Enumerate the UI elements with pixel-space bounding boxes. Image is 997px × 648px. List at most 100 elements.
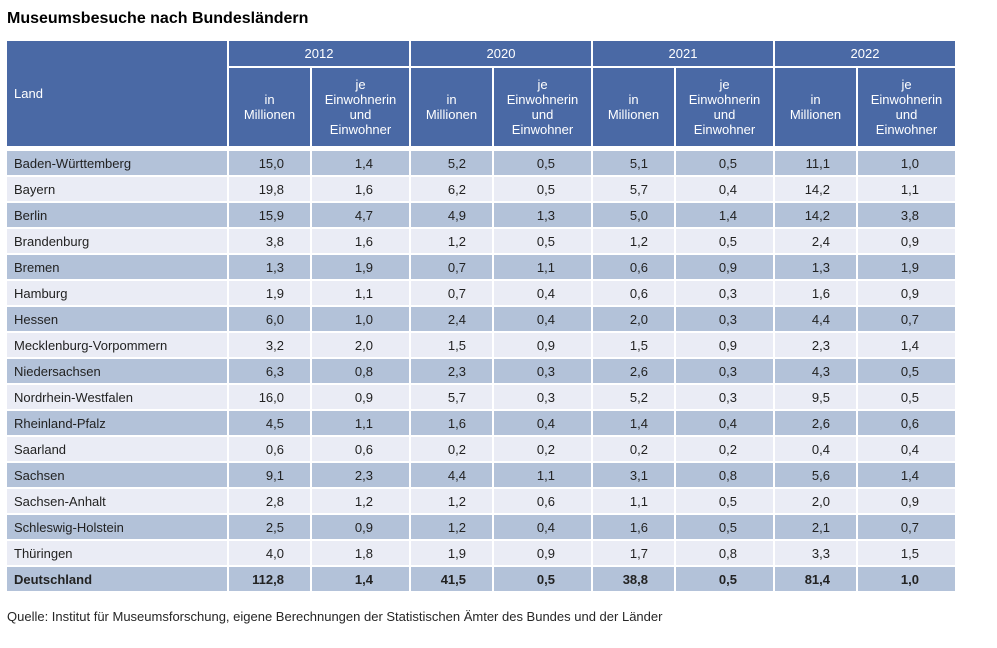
value-cell: 1,9 xyxy=(858,255,955,279)
table-row: Sachsen-Anhalt 2,8 1,2 1,2 0,6 1,1 0,5 2… xyxy=(7,489,955,513)
value-cell: 4,7 xyxy=(312,203,409,227)
table-row: Saarland 0,6 0,6 0,2 0,2 0,2 0,2 0,4 0,4 xyxy=(7,437,955,461)
year-header: 2022 xyxy=(775,41,955,66)
value-cell: 0,6 xyxy=(593,255,674,279)
table-row: Thüringen 4,0 1,8 1,9 0,9 1,7 0,8 3,3 1,… xyxy=(7,541,955,565)
value-cell: 2,4 xyxy=(775,229,856,253)
value-cell: 0,4 xyxy=(858,437,955,461)
year-header: 2020 xyxy=(411,41,591,66)
value-cell: 2,3 xyxy=(775,333,856,357)
table-row: Hessen 6,0 1,0 2,4 0,4 2,0 0,3 4,4 0,7 xyxy=(7,307,955,331)
value-cell: 41,5 xyxy=(411,567,492,591)
value-cell: 1,0 xyxy=(858,148,955,175)
value-cell: 0,4 xyxy=(494,281,591,305)
value-cell: 0,6 xyxy=(858,411,955,435)
value-cell: 0,5 xyxy=(858,359,955,383)
value-cell: 1,3 xyxy=(229,255,310,279)
land-cell: Berlin xyxy=(7,203,227,227)
unit-header-millions: in Millionen xyxy=(411,68,492,146)
value-cell: 1,2 xyxy=(411,229,492,253)
value-cell: 0,9 xyxy=(312,385,409,409)
value-cell: 1,6 xyxy=(312,177,409,201)
value-cell: 1,5 xyxy=(593,333,674,357)
value-cell: 0,4 xyxy=(494,411,591,435)
land-cell: Schleswig-Holstein xyxy=(7,515,227,539)
value-cell: 1,1 xyxy=(494,463,591,487)
value-cell: 5,1 xyxy=(593,148,674,175)
value-cell: 1,1 xyxy=(494,255,591,279)
value-cell: 0,3 xyxy=(676,385,773,409)
value-cell: 0,7 xyxy=(411,255,492,279)
table-row: Hamburg 1,9 1,1 0,7 0,4 0,6 0,3 1,6 0,9 xyxy=(7,281,955,305)
value-cell: 2,8 xyxy=(229,489,310,513)
value-cell: 0,6 xyxy=(494,489,591,513)
value-cell: 4,0 xyxy=(229,541,310,565)
value-cell: 4,9 xyxy=(411,203,492,227)
value-cell: 1,4 xyxy=(312,148,409,175)
value-cell: 0,8 xyxy=(676,541,773,565)
value-cell: 0,3 xyxy=(494,385,591,409)
value-cell: 0,7 xyxy=(858,515,955,539)
value-cell: 4,4 xyxy=(411,463,492,487)
value-cell: 0,5 xyxy=(494,229,591,253)
value-cell: 0,9 xyxy=(676,333,773,357)
value-cell: 15,0 xyxy=(229,148,310,175)
value-cell: 1,7 xyxy=(593,541,674,565)
table-header: Land 2012 2020 2021 2022 in Millionen je… xyxy=(7,41,955,146)
value-cell: 2,1 xyxy=(775,515,856,539)
value-cell: 112,8 xyxy=(229,567,310,591)
value-cell: 2,0 xyxy=(775,489,856,513)
value-cell: 1,4 xyxy=(676,203,773,227)
value-cell: 11,1 xyxy=(775,148,856,175)
unit-header-per-capita: je Einwohnerin und Einwohner xyxy=(494,68,591,146)
table-row: Baden-Württemberg 15,0 1,4 5,2 0,5 5,1 0… xyxy=(7,148,955,175)
table-row: Nordrhein-Westfalen 16,0 0,9 5,7 0,3 5,2… xyxy=(7,385,955,409)
value-cell: 2,0 xyxy=(593,307,674,331)
value-cell: 0,5 xyxy=(676,515,773,539)
land-cell: Deutschland xyxy=(7,567,227,591)
value-cell: 1,4 xyxy=(858,463,955,487)
table-row: Mecklenburg-Vorpommern 3,2 2,0 1,5 0,9 1… xyxy=(7,333,955,357)
value-cell: 0,2 xyxy=(411,437,492,461)
year-header-row: Land 2012 2020 2021 2022 xyxy=(7,41,955,146)
value-cell: 0,3 xyxy=(676,359,773,383)
value-cell: 0,9 xyxy=(858,281,955,305)
value-cell: 0,4 xyxy=(676,177,773,201)
value-cell: 0,2 xyxy=(593,437,674,461)
value-cell: 5,0 xyxy=(593,203,674,227)
value-cell: 6,2 xyxy=(411,177,492,201)
value-cell: 0,5 xyxy=(676,489,773,513)
value-cell: 2,5 xyxy=(229,515,310,539)
value-cell: 2,6 xyxy=(775,411,856,435)
value-cell: 0,6 xyxy=(312,437,409,461)
value-cell: 2,0 xyxy=(312,333,409,357)
value-cell: 0,2 xyxy=(676,437,773,461)
land-cell: Saarland xyxy=(7,437,227,461)
value-cell: 1,2 xyxy=(411,515,492,539)
land-cell: Brandenburg xyxy=(7,229,227,253)
value-cell: 0,5 xyxy=(494,148,591,175)
value-cell: 0,4 xyxy=(494,515,591,539)
value-cell: 1,6 xyxy=(312,229,409,253)
table-row: Berlin 15,9 4,7 4,9 1,3 5,0 1,4 14,2 3,8 xyxy=(7,203,955,227)
unit-header-millions: in Millionen xyxy=(229,68,310,146)
value-cell: 2,4 xyxy=(411,307,492,331)
corner-header-land: Land xyxy=(7,41,227,146)
value-cell: 16,0 xyxy=(229,385,310,409)
land-cell: Thüringen xyxy=(7,541,227,565)
table-row: Rheinland-Pfalz 4,5 1,1 1,6 0,4 1,4 0,4 … xyxy=(7,411,955,435)
value-cell: 1,6 xyxy=(775,281,856,305)
value-cell: 1,4 xyxy=(312,567,409,591)
value-cell: 9,1 xyxy=(229,463,310,487)
value-cell: 1,2 xyxy=(312,489,409,513)
value-cell: 3,3 xyxy=(775,541,856,565)
value-cell: 0,8 xyxy=(312,359,409,383)
land-cell: Sachsen xyxy=(7,463,227,487)
value-cell: 1,2 xyxy=(411,489,492,513)
value-cell: 5,2 xyxy=(593,385,674,409)
land-cell: Hessen xyxy=(7,307,227,331)
value-cell: 0,9 xyxy=(494,541,591,565)
table-row: Bayern 19,8 1,6 6,2 0,5 5,7 0,4 14,2 1,1 xyxy=(7,177,955,201)
table-body: Baden-Württemberg 15,0 1,4 5,2 0,5 5,1 0… xyxy=(7,148,955,591)
value-cell: 0,7 xyxy=(411,281,492,305)
